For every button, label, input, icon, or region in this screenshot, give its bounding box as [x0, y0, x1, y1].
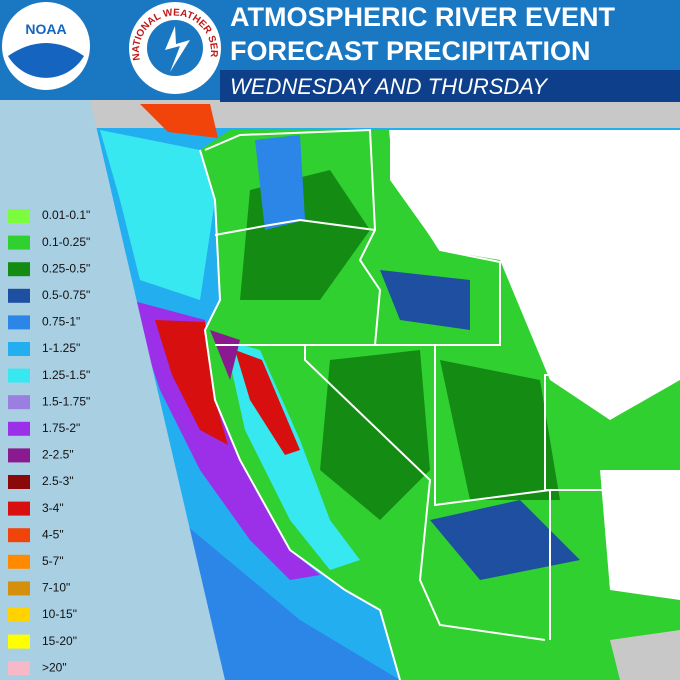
legend-label: 1.5-1.75" — [42, 394, 90, 408]
legend: 0.01-0.1" 0.1-0.25" 0.25-0.5" 0.5-0.75" 0.75… — [8, 208, 90, 676]
legend-swatch — [8, 608, 30, 622]
legend-label: 7-10" — [42, 581, 70, 595]
legend-label: 0.25-0.5" — [42, 261, 90, 275]
legend-label: 10-15" — [42, 607, 77, 621]
legend-swatch — [8, 209, 30, 223]
legend-swatch — [8, 421, 30, 436]
legend-label: 0.1-0.25" — [42, 235, 90, 249]
legend-swatch — [8, 581, 30, 596]
legend-swatch — [8, 395, 30, 410]
title-line2: FORECAST PRECIPITATION — [230, 36, 591, 66]
legend-label: 2.5-3" — [42, 474, 74, 488]
legend-label: 4-5" — [42, 527, 64, 541]
legend-label: 1-1.25" — [42, 341, 80, 355]
title-line1: ATMOSPHERIC RIVER EVENT — [230, 2, 616, 32]
legend-label: 1.25-1.5" — [42, 368, 90, 382]
legend-swatch — [8, 342, 30, 356]
legend-label: 15-20" — [42, 634, 77, 648]
subtitle-bar — [220, 70, 680, 102]
legend-label: 5-7" — [42, 554, 64, 568]
legend-label: >20" — [42, 660, 67, 674]
legend-swatch — [8, 262, 30, 277]
legend-swatch — [8, 448, 30, 463]
legend-label: 2-2.5" — [42, 448, 74, 462]
legend-swatch — [8, 368, 30, 383]
legend-swatch — [8, 528, 30, 543]
legend-swatch — [8, 475, 30, 489]
legend-label: 0.01-0.1" — [42, 208, 90, 222]
legend-swatch — [8, 235, 30, 250]
map — [0, 100, 680, 680]
legend-label: 1.75-2" — [42, 421, 80, 435]
legend-label: 0.75-1" — [42, 315, 80, 329]
noaa-text: NOAA — [25, 21, 66, 37]
legend-swatch — [8, 554, 30, 569]
legend-swatch — [8, 501, 30, 516]
legend-swatch — [8, 315, 30, 330]
legend-swatch — [8, 288, 30, 303]
legend-panel — [0, 100, 225, 680]
legend-swatch — [8, 634, 30, 649]
legend-swatch — [8, 661, 30, 676]
legend-label: 0.5-0.75" — [42, 288, 90, 302]
subtitle: WEDNESDAY AND THURSDAY — [230, 74, 548, 99]
legend-label: 3-4" — [42, 501, 64, 515]
